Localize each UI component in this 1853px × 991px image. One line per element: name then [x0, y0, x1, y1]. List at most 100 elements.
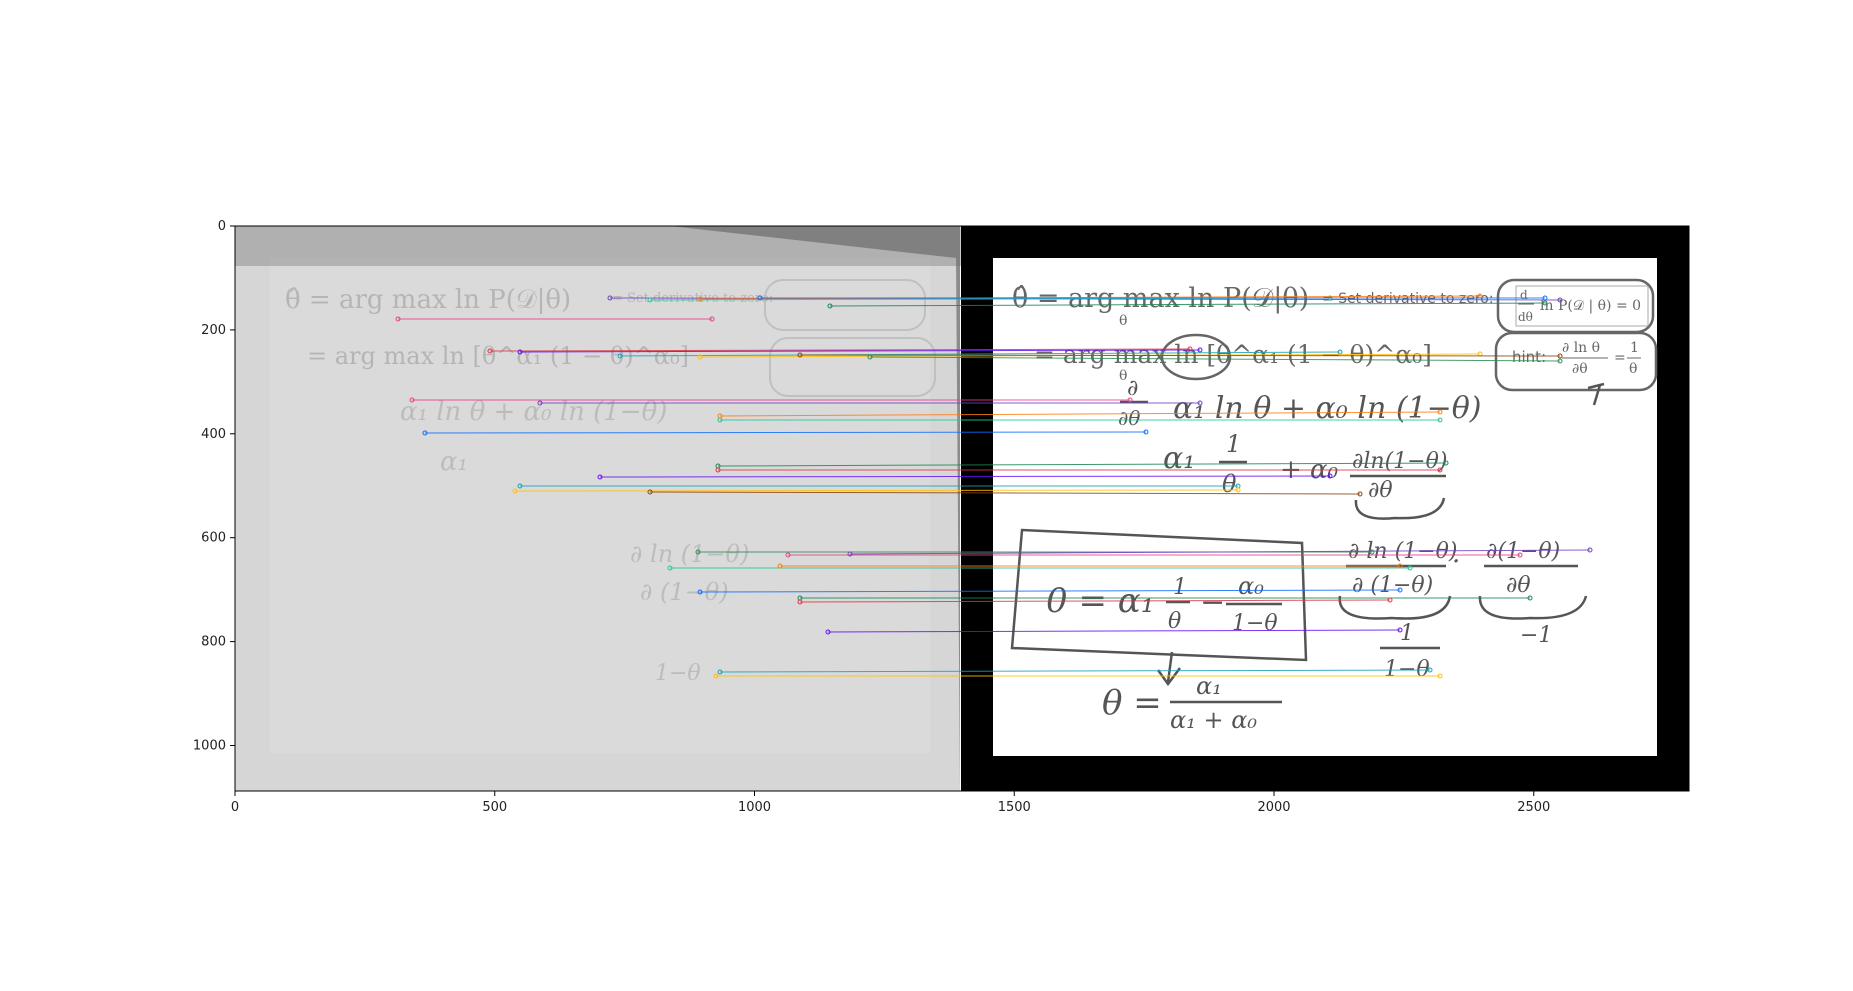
left-photo-panel: θ̂ = arg max ln P(𝒟|θ) = arg max ln [θ^α… [235, 226, 963, 791]
keypoint-marker [1557, 353, 1563, 359]
match-line [869, 356, 1561, 362]
hand-box-hint [1494, 331, 1658, 392]
keypoint-marker [797, 599, 803, 605]
plot-axes: 0 500 1000 1500 2000 2500 0 200 400 600 800 1000 [193, 219, 1690, 815]
keypoint-marker [1397, 627, 1403, 633]
keypoint-marker [1397, 587, 1403, 593]
x-tick-label: 0 [231, 800, 239, 815]
typed-box-frame [1515, 285, 1649, 327]
keypoint-marker [1197, 400, 1203, 406]
keypoint-marker [1527, 595, 1533, 601]
hand-partial-num: ∂ [1127, 376, 1138, 401]
hand-box-result [1010, 528, 1308, 662]
keypoint-marker [827, 303, 833, 309]
keypoint-marker [1369, 549, 1375, 555]
hint-label: hint: [1512, 348, 1546, 366]
final-den: α₁ + α₀ [1170, 706, 1257, 734]
y-tick-label: 1000 [193, 739, 226, 754]
hand-arrow-tick [1587, 382, 1605, 406]
boxed-f1-num: 1 [1173, 575, 1187, 600]
hand-line2-num: 1 [1226, 430, 1241, 458]
hand-arrow-down [1156, 651, 1181, 687]
keypoint-marker [1437, 409, 1443, 415]
keypoint-marker [717, 669, 723, 675]
keypoint-marker [715, 467, 721, 473]
keypoint-marker [1357, 491, 1363, 497]
match-line [799, 354, 1561, 357]
hand-underbrace-1 [1354, 497, 1446, 520]
keypoint-marker [757, 295, 763, 301]
keypoint-marker [1587, 547, 1593, 553]
keypoint-marker [1427, 667, 1433, 673]
x-tick-label: 500 [482, 800, 507, 815]
ghost-box-hint [769, 337, 936, 397]
hand-underbrace-3 [1478, 595, 1588, 620]
keypoint-marker [1557, 297, 1563, 303]
x-tick-label: 1500 [998, 800, 1031, 815]
boxed-f2-num: α₀ [1238, 572, 1264, 600]
keypoint-marker [647, 297, 653, 303]
match-line [599, 475, 1331, 478]
keypoint-marker [1542, 295, 1548, 301]
match-line [424, 431, 1147, 434]
match-line [849, 549, 1591, 555]
keypoint-marker [697, 296, 703, 302]
keypoint-marker [1197, 347, 1203, 353]
hand-partial-den: ∂θ [1118, 406, 1140, 430]
keypoint-marker [717, 413, 723, 419]
match-line [719, 669, 1431, 673]
match-line [514, 489, 1239, 492]
hand-line2-den: θ [1222, 470, 1237, 498]
keypoint-marker [517, 349, 523, 355]
keypoint-marker [695, 549, 701, 555]
keypoint-marker [512, 488, 518, 494]
hand-line1: α₁ ln θ + α₀ ln (1−θ) [1173, 391, 1482, 426]
match-line [799, 599, 1391, 603]
keypoint-marker [713, 673, 719, 679]
keypoint-marker [697, 589, 703, 595]
keypoint-marker [1327, 473, 1333, 479]
keypoint-marker [395, 316, 401, 322]
chain-den2: ∂θ [1506, 573, 1531, 598]
match-line [829, 302, 1546, 307]
match-line [827, 629, 1401, 633]
keypoint-marker [607, 295, 613, 301]
y-tick-label: 200 [201, 323, 226, 338]
keypoint-marker [1143, 429, 1149, 435]
keypoint-marker [1337, 349, 1343, 355]
keypoint-marker [597, 474, 603, 480]
x-tick-label: 2500 [1517, 800, 1550, 815]
right-rendered-panel: θ̂ = arg max ln P(𝒟|θ) θ = Set derivativ… [961, 226, 1689, 791]
keypoint-marker [647, 489, 653, 495]
hint-num: ∂ ln θ [1562, 340, 1600, 356]
x-axis-ticks: 0 500 1000 1500 2000 2500 [231, 791, 1550, 815]
hint-eq: = [1614, 350, 1626, 366]
match-line [489, 348, 1191, 352]
keypoint-marker [1443, 460, 1449, 466]
ghost-hand-line1: α₁ ln θ + α₀ ln (1−θ) [400, 397, 667, 427]
keypoint-marker [617, 353, 623, 359]
keypoint-marker [1127, 397, 1133, 403]
y-tick-label: 400 [201, 427, 226, 442]
keypoint-marker [1235, 487, 1241, 493]
y-tick-label: 600 [201, 531, 226, 546]
typed-eq1-sub: θ [1119, 313, 1127, 329]
final-lhs: θ = [1102, 683, 1162, 723]
keypoint-marker [797, 352, 803, 358]
match-line [619, 351, 1341, 357]
keypoint-marker [1437, 417, 1443, 423]
keypoint-marker [697, 354, 703, 360]
feature-match-lines [395, 293, 1593, 679]
keypoint-marker [1187, 346, 1193, 352]
chain-num2: ∂(1−θ) [1486, 539, 1560, 564]
ghost-hand-line2: α₁ [440, 447, 468, 477]
keypoint-marker [1437, 467, 1443, 473]
box-eq-num: d [1520, 288, 1528, 302]
match-line [649, 491, 1361, 495]
whiteboard-surface [270, 258, 930, 753]
chain-den1: ∂ (1−θ) [1352, 573, 1433, 598]
hand-circle-theta [1160, 333, 1232, 381]
match-line [719, 411, 1441, 417]
hint-den: ∂θ [1572, 361, 1588, 377]
